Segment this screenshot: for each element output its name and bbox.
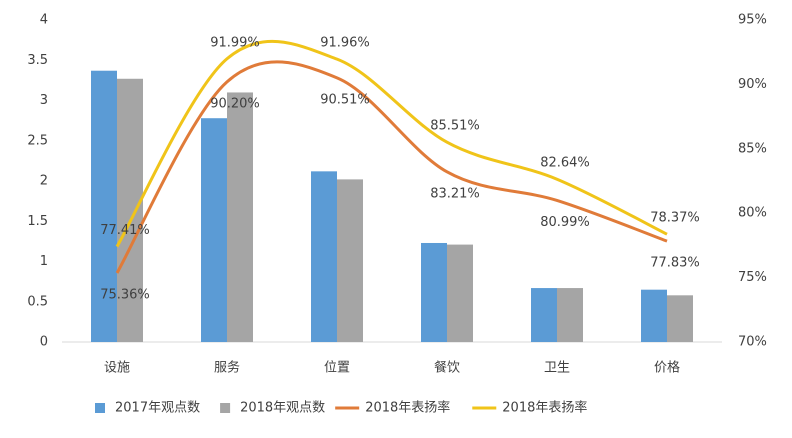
legend-swatch [95, 403, 105, 413]
y-tick-label: 2 [40, 174, 48, 189]
x-tick-label: 价格 [654, 360, 680, 376]
bar [667, 295, 693, 342]
y-tick-label: 0.5 [27, 294, 48, 309]
data-label: 77.41% [100, 223, 150, 238]
x-tick-label: 卫生 [544, 361, 570, 376]
data-label: 91.99% [210, 35, 260, 50]
bar [447, 244, 473, 342]
data-label: 90.20% [210, 96, 260, 111]
y2-tick-label: 80% [738, 206, 767, 221]
line [115, 60, 668, 274]
y-tick-label: 2.5 [27, 133, 48, 148]
data-label: 77.83% [650, 256, 700, 271]
y2-tick-label: 70% [738, 335, 767, 350]
bar [117, 78, 143, 342]
y-tick-label: 0 [40, 335, 48, 350]
y-tick-label: 3.5 [27, 53, 48, 68]
data-label: 90.51% [320, 92, 370, 107]
data-label: 91.96% [320, 36, 370, 51]
bar [641, 289, 667, 342]
y2-tick-label: 90% [738, 77, 767, 92]
legend-label: 2018年表扬率 [365, 400, 450, 416]
legend-label: 2017年观点数 [115, 401, 200, 416]
data-label: 78.37% [650, 211, 700, 226]
y2-tick-label: 95% [738, 13, 767, 28]
bar [311, 171, 337, 342]
y2-tick-label: 75% [738, 270, 767, 285]
bar [227, 92, 253, 342]
data-label: 75.36% [100, 287, 150, 302]
data-label: 80.99% [540, 215, 590, 230]
x-tick-label: 位置 [324, 361, 350, 376]
bar [337, 179, 363, 342]
bar [557, 288, 583, 342]
y2-tick-label: 85% [738, 141, 767, 156]
data-label: 82.64% [540, 156, 590, 171]
y-tick-label: 3 [40, 93, 48, 108]
data-label: 83.21% [430, 186, 480, 201]
x-tick-label: 服务 [214, 360, 240, 376]
x-tick-label: 设施 [104, 361, 130, 376]
legend-label: 2018年表扬率 [502, 400, 587, 416]
bar [421, 242, 447, 342]
data-label: 85.51% [430, 119, 480, 134]
y-tick-label: 4 [40, 13, 48, 28]
y-tick-label: 1.5 [27, 214, 48, 229]
bar [201, 118, 227, 343]
y-tick-label: 1 [40, 254, 48, 269]
bar [531, 288, 557, 342]
legend-swatch [220, 403, 231, 413]
bar [91, 70, 117, 342]
legend-label: 2018年观点数 [240, 401, 325, 416]
x-tick-label: 餐饮 [434, 360, 460, 376]
line [115, 39, 668, 248]
